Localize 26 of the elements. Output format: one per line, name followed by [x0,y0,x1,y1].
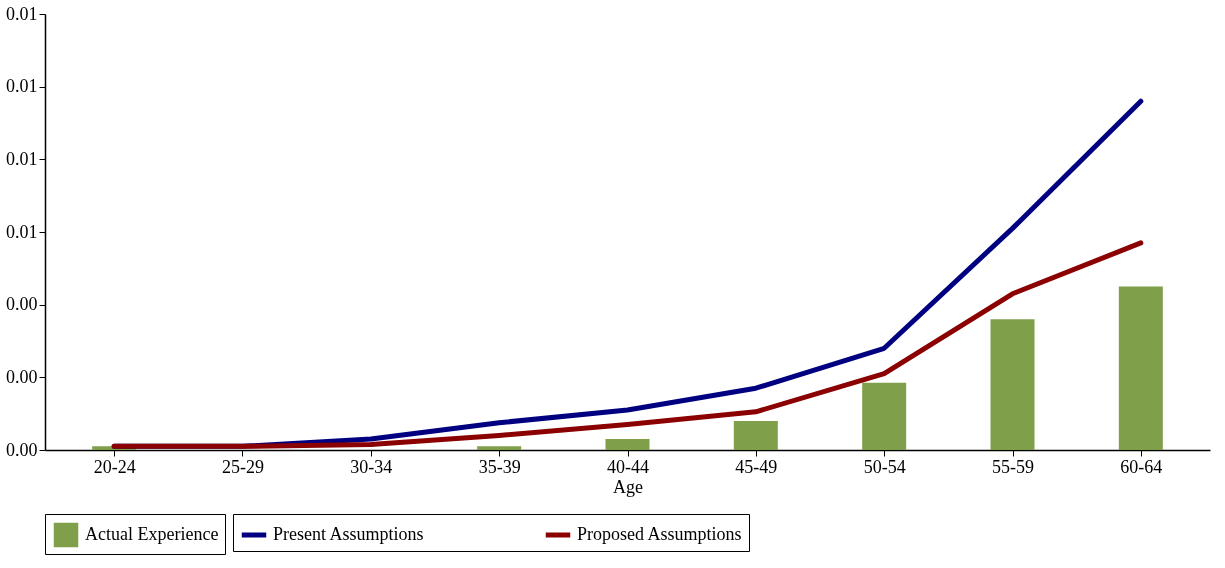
x-tick-label: 20-24 [93,456,136,477]
bar [1118,286,1163,450]
legend-label: Present Assumptions [273,524,424,544]
bar [862,382,907,450]
x-tick-label: 50-54 [863,456,906,477]
x-tick-label: 30-34 [350,456,393,477]
y-tick-label: 0.01 [6,221,38,242]
x-tick-label: 45-49 [735,456,778,477]
bar [733,420,778,450]
bar [605,439,650,450]
y-tick-label: 0.01 [6,148,38,169]
x-tick-label: 60-64 [1120,456,1163,477]
bar [990,319,1035,450]
x-tick-label: 55-59 [992,456,1034,477]
y-tick-label: 0.00 [6,439,38,460]
bar [477,446,522,450]
legend-label: Proposed Assumptions [577,524,742,544]
y-tick-label: 0.01 [6,3,38,24]
x-tick-label: 40-44 [607,456,649,477]
y-tick-label: 0.00 [6,294,38,315]
y-tick-label: 0.00 [6,366,38,387]
x-tick-label: 25-29 [222,456,264,477]
x-tick-label: 35-39 [478,456,521,477]
legend-label: Actual Experience [85,524,219,544]
x-axis-title: Age [613,476,643,497]
y-tick-label: 0.01 [6,76,38,97]
